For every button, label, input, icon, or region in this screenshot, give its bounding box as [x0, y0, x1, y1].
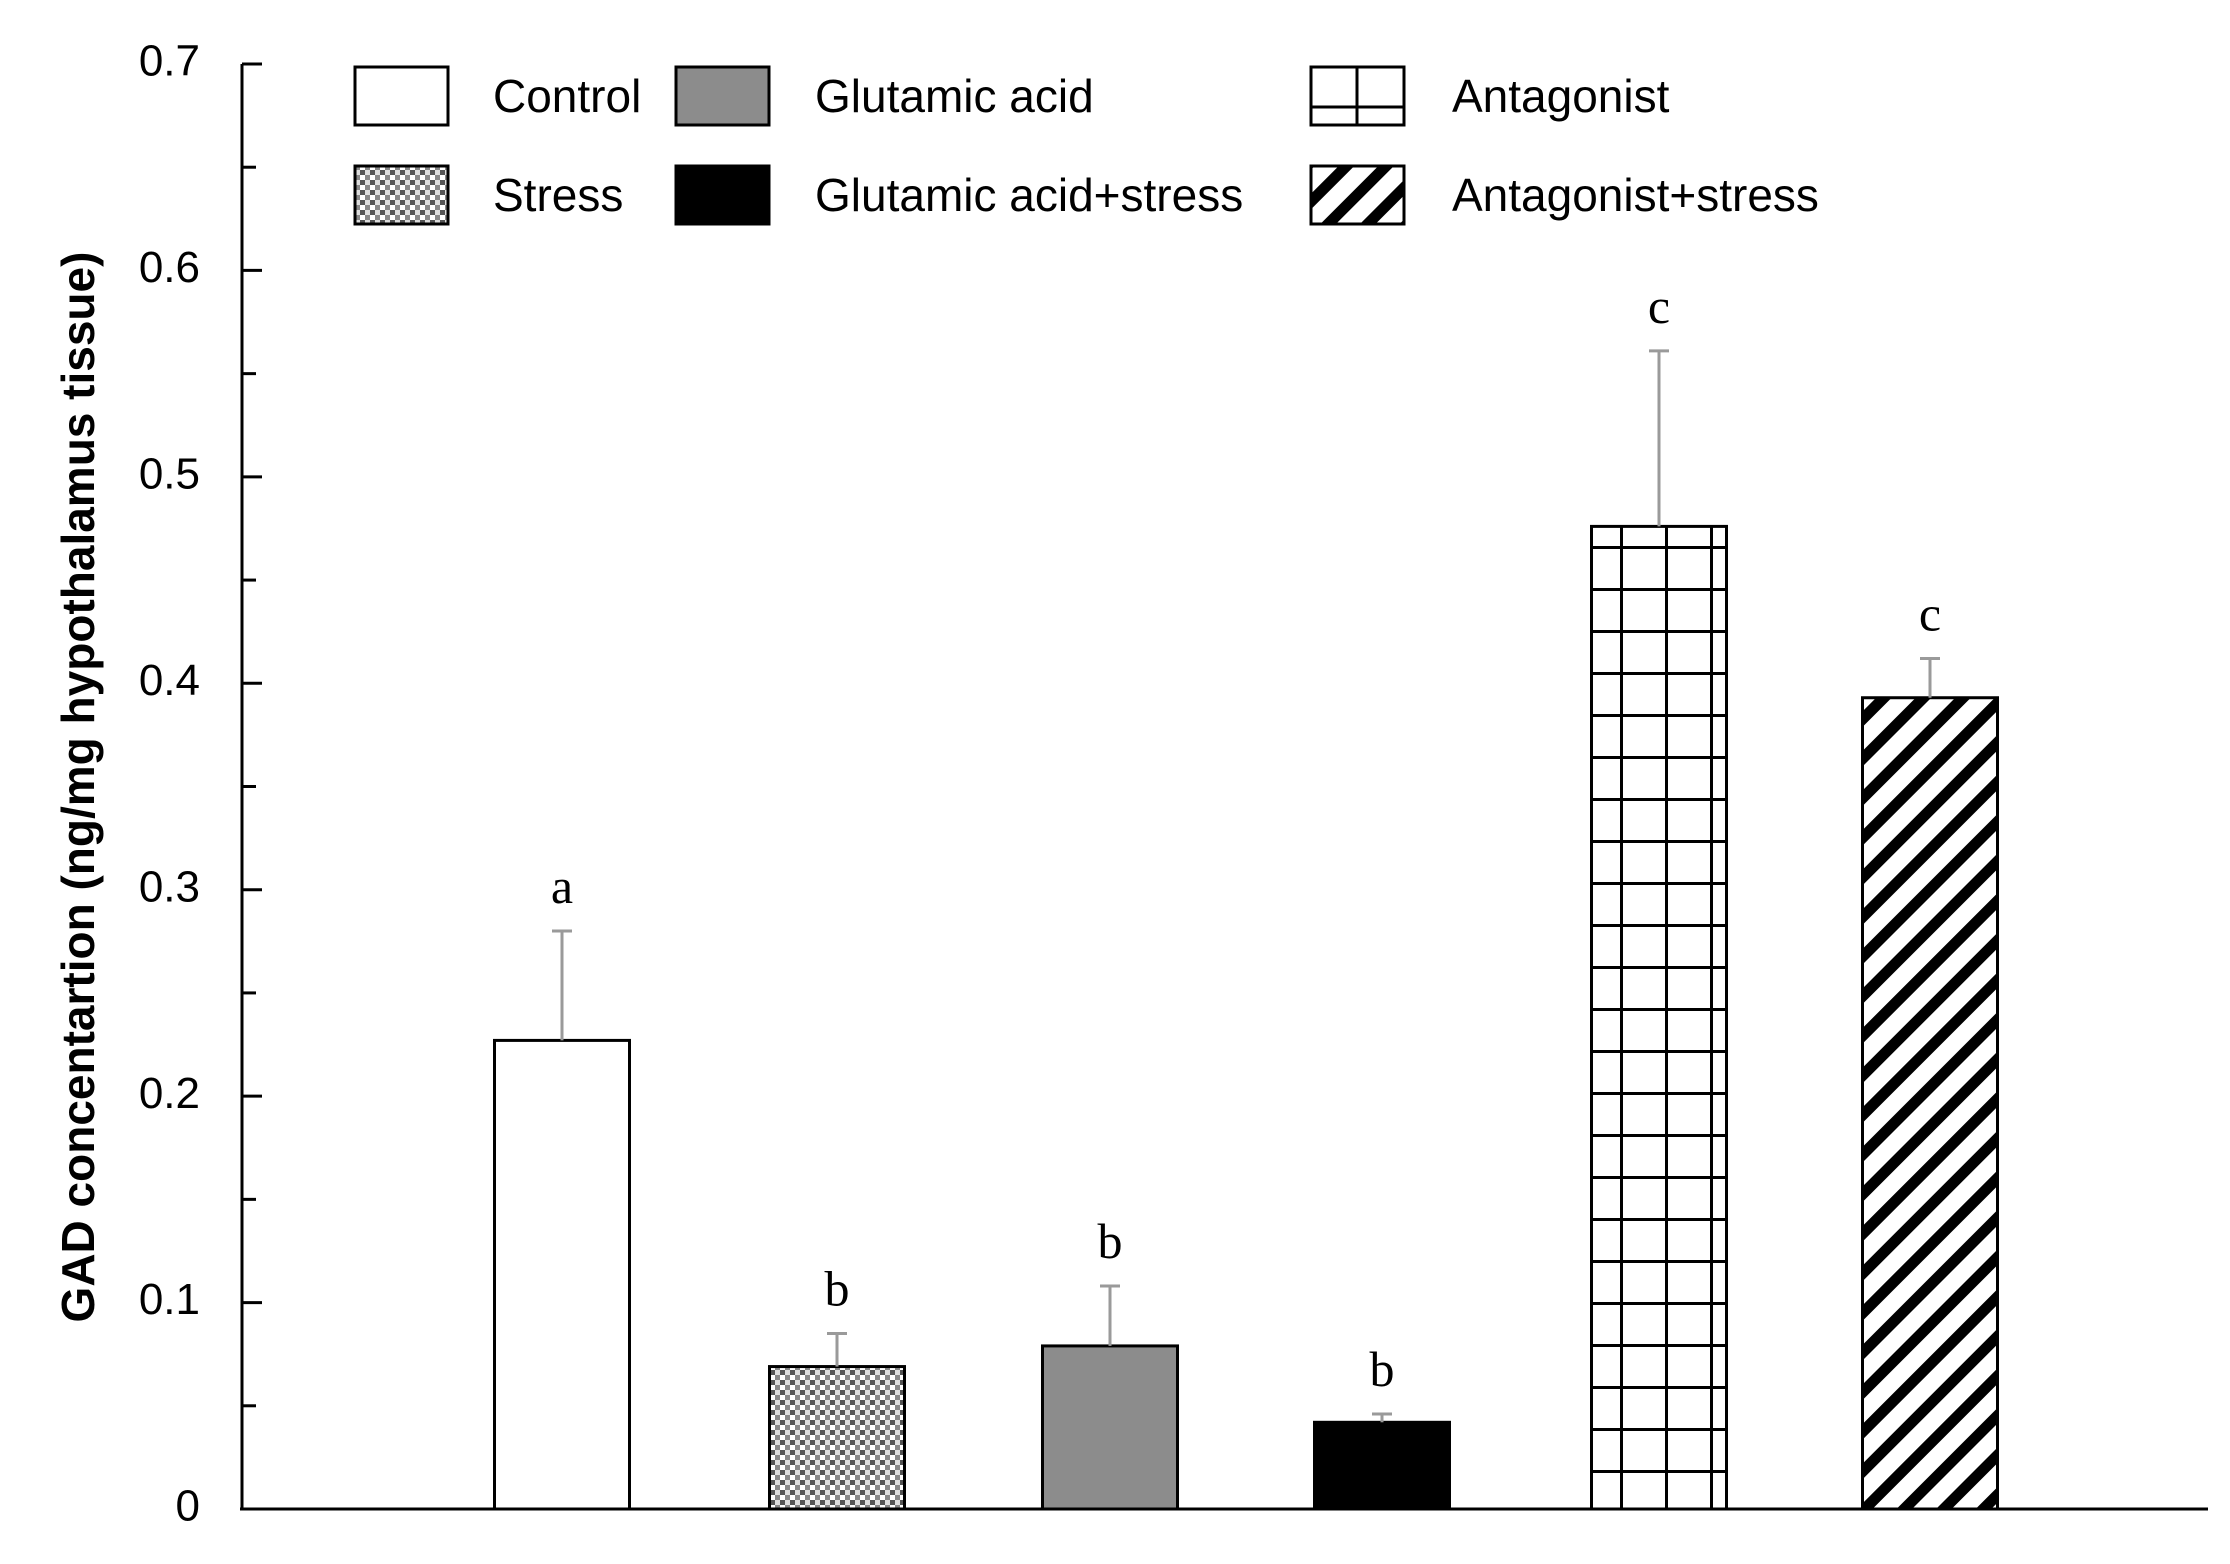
legend-swatch-glutamic-acid-stress	[674, 164, 771, 226]
legend-label-control: Control	[493, 70, 641, 122]
y-axis-title: GAD concentartion (ng/mg hypothalamus ti…	[52, 252, 104, 1323]
bar	[1313, 1420, 1451, 1511]
legend-item-antagonist: Antagonist	[1309, 65, 1670, 127]
significance-label: c	[1919, 586, 1941, 642]
legend-item-glutamic-acid: Glutamic acid	[674, 65, 1094, 127]
legend: Control Stress Glutamic acid Glutamic ac…	[353, 65, 1819, 226]
y-tick-label: 0.3	[139, 862, 200, 911]
y-tick-label: 0.6	[139, 243, 200, 292]
y-tick-label: 0.2	[139, 1069, 200, 1118]
significance-label: b	[825, 1261, 850, 1317]
bar	[1590, 524, 1728, 1511]
y-ticks: 0 0.1 0.2 0.3 0.4 0.5 0.6 0.7	[139, 37, 262, 1531]
legend-swatch-control	[353, 65, 450, 127]
significance-label: a	[551, 858, 573, 914]
legend-swatch-glutamic-acid	[674, 65, 771, 127]
legend-label-antagonist-stress: Antagonist+stress	[1452, 169, 1819, 221]
significance-labels: a b b b c c	[551, 278, 1941, 1397]
bar	[493, 1038, 631, 1511]
legend-label-glutamic-acid-stress: Glutamic acid+stress	[815, 169, 1243, 221]
legend-label-glutamic-acid: Glutamic acid	[815, 70, 1094, 122]
y-tick-label: 0.5	[139, 449, 200, 498]
y-tick-label: 0	[176, 1482, 200, 1531]
y-tick-label: 0.4	[139, 656, 200, 705]
legend-item-stress: Stress	[353, 164, 623, 226]
significance-label: b	[1098, 1213, 1123, 1269]
y-tick-label: 0.1	[139, 1275, 200, 1324]
bars	[493, 524, 1999, 1511]
bar	[768, 1365, 906, 1511]
error-bars	[552, 349, 1940, 1423]
significance-label: c	[1648, 278, 1670, 334]
legend-swatch-stress	[353, 164, 450, 226]
y-tick-label: 0.7	[139, 37, 200, 86]
legend-label-stress: Stress	[493, 169, 623, 221]
legend-swatch-antagonist-stress	[1309, 164, 1406, 226]
legend-item-glutamic-acid-stress: Glutamic acid+stress	[674, 164, 1243, 226]
legend-label-antagonist: Antagonist	[1452, 70, 1670, 122]
legend-item-antagonist-stress: Antagonist+stress	[1309, 164, 1819, 226]
bar	[1861, 696, 1999, 1511]
significance-label: b	[1370, 1341, 1395, 1397]
bar	[1041, 1344, 1179, 1511]
legend-item-control: Control	[353, 65, 641, 127]
